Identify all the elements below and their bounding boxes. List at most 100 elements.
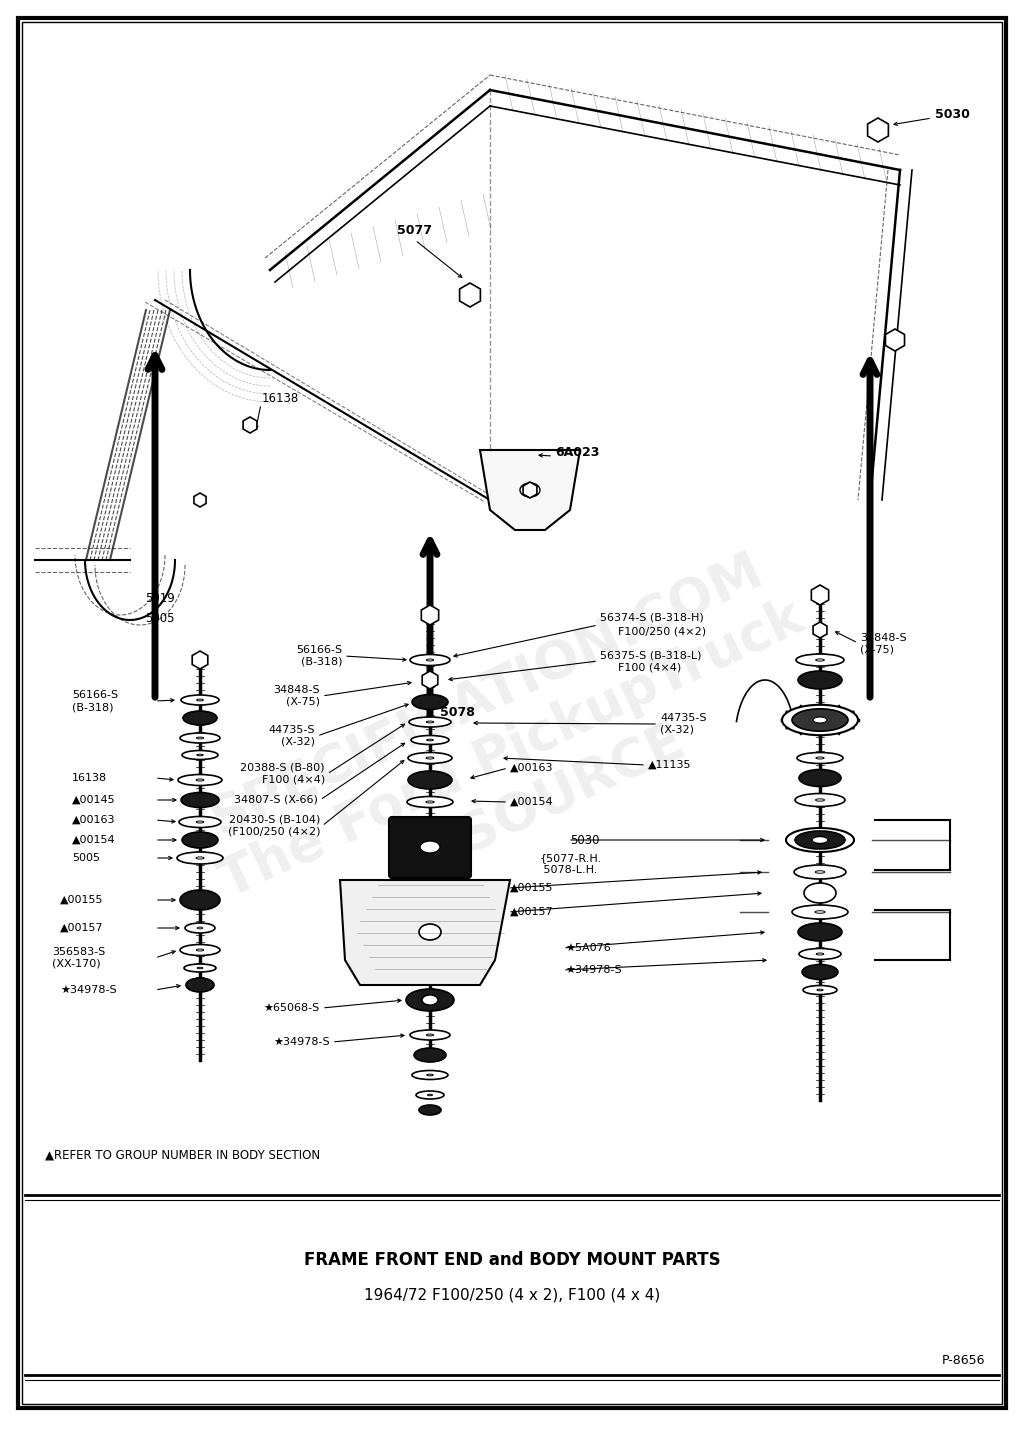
- Ellipse shape: [197, 948, 204, 951]
- Ellipse shape: [197, 737, 204, 739]
- Polygon shape: [243, 417, 257, 433]
- Ellipse shape: [792, 905, 848, 920]
- Text: 34848-S: 34848-S: [273, 685, 319, 696]
- Polygon shape: [422, 671, 438, 688]
- Text: ▲00157: ▲00157: [60, 923, 103, 933]
- Text: 5078-L.H.: 5078-L.H.: [540, 865, 597, 875]
- Polygon shape: [813, 622, 827, 638]
- Ellipse shape: [422, 994, 438, 1004]
- Ellipse shape: [420, 841, 440, 854]
- Ellipse shape: [427, 1075, 433, 1076]
- Ellipse shape: [817, 628, 822, 632]
- Ellipse shape: [426, 1035, 433, 1036]
- Text: (X-75): (X-75): [860, 645, 894, 655]
- Ellipse shape: [181, 696, 219, 706]
- Text: 5077: 5077: [397, 224, 432, 237]
- Ellipse shape: [527, 487, 532, 493]
- Ellipse shape: [782, 704, 858, 736]
- Ellipse shape: [410, 654, 450, 665]
- Ellipse shape: [197, 967, 203, 969]
- Ellipse shape: [198, 657, 203, 662]
- Ellipse shape: [408, 772, 452, 789]
- Text: 5078: 5078: [440, 706, 475, 718]
- Ellipse shape: [178, 775, 222, 786]
- Ellipse shape: [816, 660, 824, 661]
- Ellipse shape: [796, 654, 844, 665]
- Text: F100 (4×4): F100 (4×4): [262, 775, 325, 785]
- Ellipse shape: [182, 832, 218, 848]
- Ellipse shape: [416, 1091, 444, 1099]
- Ellipse shape: [426, 757, 434, 759]
- Text: 5005: 5005: [145, 612, 175, 625]
- Ellipse shape: [466, 292, 473, 299]
- Ellipse shape: [817, 989, 823, 990]
- Text: 1964/72 F100/250 (4 x 2), F100 (4 x 4): 1964/72 F100/250 (4 x 2), F100 (4 x 4): [364, 1288, 660, 1302]
- Text: ▲00145: ▲00145: [72, 795, 116, 805]
- Text: 5019: 5019: [145, 592, 175, 605]
- Ellipse shape: [794, 865, 846, 879]
- Text: (B-318): (B-318): [300, 657, 342, 667]
- Text: 34848-S: 34848-S: [860, 634, 906, 642]
- Text: ▲00155: ▲00155: [510, 882, 554, 892]
- Ellipse shape: [520, 483, 540, 497]
- Ellipse shape: [792, 708, 848, 731]
- Ellipse shape: [815, 871, 824, 874]
- Text: SPECIFICATION.COM
The Ford PickupTruck
RESOURCE: SPECIFICATION.COM The Ford PickupTruck R…: [186, 537, 838, 963]
- Polygon shape: [886, 329, 904, 351]
- Ellipse shape: [184, 964, 216, 971]
- Ellipse shape: [427, 677, 433, 683]
- Text: 20430-S (B-104): 20430-S (B-104): [228, 815, 319, 825]
- Text: ▲00154: ▲00154: [72, 835, 116, 845]
- Text: P-8656: P-8656: [941, 1354, 985, 1367]
- Text: (X-32): (X-32): [281, 737, 315, 747]
- Polygon shape: [460, 283, 480, 308]
- Ellipse shape: [427, 1095, 432, 1096]
- Text: ▲00155: ▲00155: [60, 895, 103, 905]
- Ellipse shape: [427, 612, 433, 618]
- Text: F100 (4×4): F100 (4×4): [618, 662, 681, 673]
- Ellipse shape: [874, 126, 882, 134]
- Ellipse shape: [180, 890, 220, 910]
- Ellipse shape: [817, 592, 823, 598]
- Polygon shape: [194, 493, 206, 507]
- Ellipse shape: [180, 733, 220, 743]
- Text: ▲00163: ▲00163: [510, 763, 554, 773]
- Text: 16138: 16138: [262, 391, 299, 404]
- Text: F100/250 (4×2): F100/250 (4×2): [618, 627, 707, 637]
- Ellipse shape: [180, 944, 220, 956]
- Text: 20388-S (B-80): 20388-S (B-80): [241, 763, 325, 773]
- Text: 56374-S (B-318-H): 56374-S (B-318-H): [600, 614, 703, 624]
- Ellipse shape: [799, 769, 841, 786]
- Ellipse shape: [409, 717, 451, 727]
- Ellipse shape: [813, 717, 827, 723]
- Ellipse shape: [803, 986, 837, 994]
- Polygon shape: [421, 605, 438, 625]
- Ellipse shape: [786, 828, 854, 852]
- Ellipse shape: [816, 953, 823, 956]
- Ellipse shape: [802, 964, 838, 980]
- FancyBboxPatch shape: [389, 818, 471, 878]
- Ellipse shape: [795, 831, 845, 849]
- Text: (F100/250 (4×2): (F100/250 (4×2): [227, 828, 319, 836]
- Ellipse shape: [198, 497, 202, 502]
- Ellipse shape: [816, 757, 824, 759]
- Text: 56166-S: 56166-S: [296, 645, 342, 655]
- Ellipse shape: [798, 923, 842, 941]
- Ellipse shape: [179, 816, 221, 828]
- Text: (XX-170): (XX-170): [52, 958, 100, 969]
- Ellipse shape: [412, 1071, 449, 1079]
- Text: 44735-S: 44735-S: [660, 713, 707, 723]
- Ellipse shape: [177, 852, 223, 864]
- Ellipse shape: [419, 924, 441, 940]
- Text: ▲00154: ▲00154: [510, 798, 554, 808]
- Ellipse shape: [426, 800, 434, 803]
- Text: ★65068-S: ★65068-S: [264, 1003, 319, 1013]
- Text: 56166-S: 56166-S: [72, 690, 118, 700]
- Ellipse shape: [406, 989, 454, 1012]
- Polygon shape: [193, 651, 208, 670]
- Ellipse shape: [798, 671, 842, 688]
- Text: ▲00163: ▲00163: [72, 815, 116, 825]
- Polygon shape: [340, 879, 510, 984]
- Ellipse shape: [426, 721, 434, 723]
- Text: 16138: 16138: [72, 773, 108, 783]
